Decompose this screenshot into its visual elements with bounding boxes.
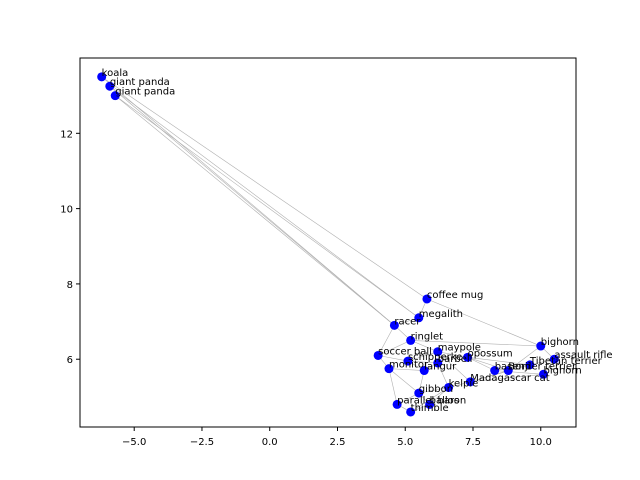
x-tick-label: 10.0: [530, 437, 552, 448]
point-label: megalith: [419, 309, 463, 320]
data-point: [465, 377, 475, 387]
data-point: [392, 399, 402, 409]
edge-line: [115, 95, 419, 319]
data-point: [97, 72, 107, 82]
point-label: kelpie: [449, 378, 479, 389]
edge-line: [470, 373, 544, 383]
edge-line: [109, 86, 395, 326]
edge-line: [437, 351, 471, 383]
data-point: [433, 347, 443, 357]
data-point: [384, 364, 394, 374]
data-point: [536, 341, 546, 351]
edge-line: [426, 298, 541, 347]
edge-line: [410, 387, 449, 413]
point-label: coffee mug: [427, 290, 483, 301]
y-axis: 6 8 10 12: [60, 129, 80, 366]
x-tick-label: 2.5: [330, 437, 346, 448]
y-tick-label: 6: [67, 355, 73, 366]
data-point: [463, 352, 473, 362]
edge-line: [467, 357, 509, 371]
data-point: [422, 294, 432, 304]
point-label: giant panda: [110, 77, 170, 88]
edge-line: [101, 76, 395, 326]
data-point: [406, 407, 416, 417]
edges-layer: [101, 76, 555, 413]
edge-line: [467, 357, 495, 371]
point-label: langur: [424, 362, 457, 373]
edge-line: [508, 345, 541, 371]
data-point: [419, 366, 429, 376]
data-point: [406, 335, 416, 345]
point-label: koala: [102, 68, 129, 79]
data-point: [105, 81, 115, 91]
point-label: monitor: [389, 360, 429, 371]
data-point: [425, 399, 435, 409]
data-point: [414, 313, 424, 323]
x-tick-label: −2.5: [190, 437, 214, 448]
edge-line: [115, 95, 395, 326]
edge-line: [410, 340, 438, 352]
point-label: Border terrier: [508, 362, 577, 373]
point-label: maypole: [438, 343, 481, 354]
data-point: [525, 360, 535, 370]
edge-line: [109, 85, 419, 319]
data-point: [403, 356, 413, 366]
y-tick-label: 12: [60, 129, 73, 140]
x-axis: −5.0 −2.5 0.0 2.5 5.0 7.5 10.0: [122, 427, 552, 448]
edge-line: [388, 368, 398, 405]
data-point: [490, 366, 500, 376]
point-label: racer: [394, 316, 421, 327]
x-tick-label: 0.0: [262, 437, 278, 448]
edge-line: [494, 370, 544, 375]
axes-frame: [79, 57, 577, 428]
edge-line: [377, 325, 395, 356]
point-label: bighorn: [541, 337, 579, 348]
point-label: thimble: [411, 403, 449, 414]
edge-line: [494, 364, 530, 371]
point-label: gibbon: [419, 384, 453, 395]
edge-line: [407, 351, 438, 362]
edge-line: [407, 360, 438, 364]
x-tick-label: 5.0: [397, 437, 413, 448]
edge-line: [418, 387, 449, 394]
point-label: basenji: [495, 362, 531, 373]
edge-line: [470, 370, 509, 383]
point-label: Madagascar cat: [470, 373, 549, 384]
point-label: giant panda: [115, 87, 175, 98]
x-tick-label: −5.0: [122, 437, 146, 448]
edge-line: [388, 368, 419, 394]
point-label: assault rifle: [554, 350, 612, 361]
y-tick-label: 8: [67, 280, 73, 291]
edge-line: [101, 76, 428, 300]
edge-line: [388, 368, 425, 371]
points-layer: [97, 72, 559, 417]
data-point: [110, 91, 120, 101]
point-label: soccer ball: [378, 346, 432, 357]
edge-line: [378, 355, 409, 362]
y-tick-label: 10: [60, 205, 73, 216]
data-point: [373, 350, 383, 360]
x-tick-label: 7.5: [465, 437, 481, 448]
point-label: parallel bars: [397, 395, 459, 406]
edge-line: [437, 351, 468, 358]
point-label: barbell: [438, 354, 473, 365]
edge-line: [410, 340, 541, 347]
edge-line: [378, 340, 411, 356]
point-label: Tibetan terrier: [529, 356, 603, 367]
point-label: ringlet: [411, 331, 444, 342]
point-label: opossum: [468, 348, 513, 359]
point-label: schipperke: [408, 352, 462, 363]
data-point: [414, 388, 424, 398]
point-label: bighorn: [543, 365, 581, 376]
data-point: [433, 358, 443, 368]
edge-line: [467, 357, 530, 366]
data-point: [503, 366, 513, 376]
point-label: balloon: [430, 395, 467, 406]
data-point: [538, 369, 548, 379]
data-point: [389, 320, 399, 330]
data-point: [549, 354, 559, 364]
data-point: [444, 382, 454, 392]
